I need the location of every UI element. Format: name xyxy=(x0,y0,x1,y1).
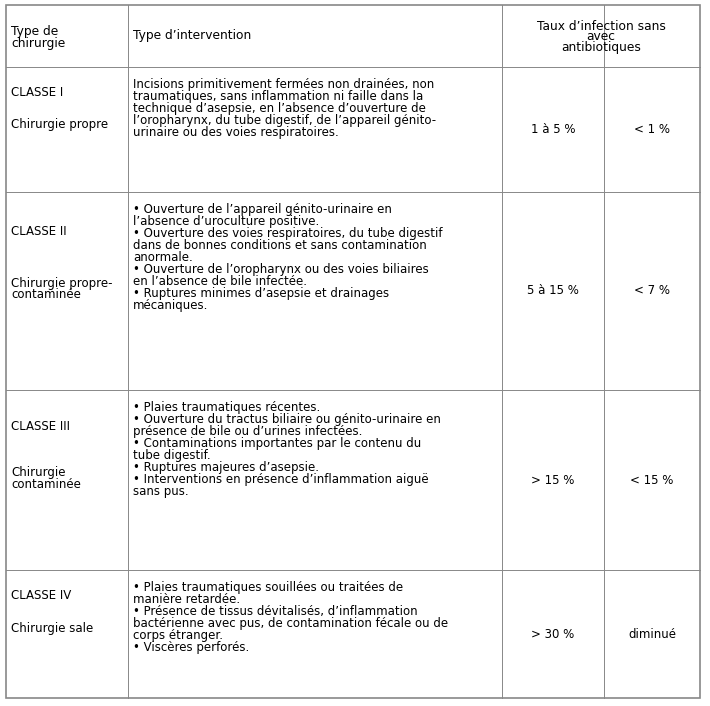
Text: • Ouverture du tractus biliaire ou génito-urinaire en: • Ouverture du tractus biliaire ou génit… xyxy=(133,413,441,426)
Text: chirurgie: chirurgie xyxy=(11,37,65,49)
Text: corps étranger.: corps étranger. xyxy=(133,629,223,642)
Text: l’absence d’uroculture positive.: l’absence d’uroculture positive. xyxy=(133,215,320,228)
Text: contaminée: contaminée xyxy=(11,478,81,491)
Text: Chirurgie propre: Chirurgie propre xyxy=(11,118,108,131)
Text: < 15 %: < 15 % xyxy=(630,474,674,486)
Text: manière retardée.: manière retardée. xyxy=(133,593,240,606)
Text: l’oropharynx, du tube digestif, de l’appareil génito-: l’oropharynx, du tube digestif, de l’app… xyxy=(133,114,436,127)
Text: mécaniques.: mécaniques. xyxy=(133,299,208,312)
Text: • Contaminations importantes par le contenu du: • Contaminations importantes par le cont… xyxy=(133,437,421,450)
Text: • Plaies traumatiques souillées ou traitées de: • Plaies traumatiques souillées ou trait… xyxy=(133,581,403,594)
Text: > 30 %: > 30 % xyxy=(531,628,574,640)
Text: anormale.: anormale. xyxy=(133,251,192,264)
Text: • Ouverture de l’appareil génito-urinaire en: • Ouverture de l’appareil génito-urinair… xyxy=(133,203,392,216)
Text: 1 à 5 %: 1 à 5 % xyxy=(531,123,575,136)
Text: CLASSE I: CLASSE I xyxy=(11,85,63,99)
Text: • Plaies traumatiques récentes.: • Plaies traumatiques récentes. xyxy=(133,401,320,414)
Text: traumatiques, sans inflammation ni faille dans la: traumatiques, sans inflammation ni faill… xyxy=(133,90,423,103)
Text: Chirurgie propre-: Chirurgie propre- xyxy=(11,277,112,289)
Text: technique d’asepsie, en l’absence d’ouverture de: technique d’asepsie, en l’absence d’ouve… xyxy=(133,102,426,115)
Text: CLASSE IV: CLASSE IV xyxy=(11,589,71,602)
Text: Chirurgie: Chirurgie xyxy=(11,466,65,479)
Text: Type d’intervention: Type d’intervention xyxy=(133,30,251,42)
Text: • Ruptures majeures d’asepsie.: • Ruptures majeures d’asepsie. xyxy=(133,461,319,474)
Text: en l’absence de bile infectée.: en l’absence de bile infectée. xyxy=(133,275,307,288)
Text: < 7 %: < 7 % xyxy=(634,285,670,297)
Text: < 1 %: < 1 % xyxy=(634,123,670,136)
Text: • Ouverture de l’oropharynx ou des voies biliaires: • Ouverture de l’oropharynx ou des voies… xyxy=(133,263,429,276)
Text: présence de bile ou d’urines infectées.: présence de bile ou d’urines infectées. xyxy=(133,425,362,438)
Text: contaminée: contaminée xyxy=(11,288,81,301)
Text: tube digestif.: tube digestif. xyxy=(133,449,211,462)
Text: urinaire ou des voies respiratoires.: urinaire ou des voies respiratoires. xyxy=(133,126,339,139)
Text: Taux d’infection sans: Taux d’infection sans xyxy=(537,20,665,32)
Text: CLASSE II: CLASSE II xyxy=(11,225,67,238)
Text: • Interventions en présence d’inflammation aiguë: • Interventions en présence d’inflammati… xyxy=(133,473,429,486)
Text: Incisions primitivement fermées non drainées, non: Incisions primitivement fermées non drai… xyxy=(133,78,435,91)
Text: • Viscères perforés.: • Viscères perforés. xyxy=(133,641,249,654)
Text: bactérienne avec pus, de contamination fécale ou de: bactérienne avec pus, de contamination f… xyxy=(133,617,448,630)
Text: antibiotiques: antibiotiques xyxy=(561,42,641,54)
Text: Type de: Type de xyxy=(11,25,58,37)
Text: avec: avec xyxy=(586,30,616,44)
Text: dans de bonnes conditions et sans contamination: dans de bonnes conditions et sans contam… xyxy=(133,239,427,252)
Text: • Ouverture des voies respiratoires, du tube digestif: • Ouverture des voies respiratoires, du … xyxy=(133,227,442,240)
Text: • Présence de tissus dévitalisés, d’inflammation: • Présence de tissus dévitalisés, d’infl… xyxy=(133,605,417,618)
Text: • Ruptures minimes d’asepsie et drainages: • Ruptures minimes d’asepsie et drainage… xyxy=(133,287,389,300)
Text: CLASSE III: CLASSE III xyxy=(11,419,70,433)
Text: 5 à 15 %: 5 à 15 % xyxy=(527,285,579,297)
Text: diminué: diminué xyxy=(628,628,676,640)
Text: > 15 %: > 15 % xyxy=(531,474,574,486)
Text: Chirurgie sale: Chirurgie sale xyxy=(11,623,93,635)
Text: sans pus.: sans pus. xyxy=(133,485,189,498)
